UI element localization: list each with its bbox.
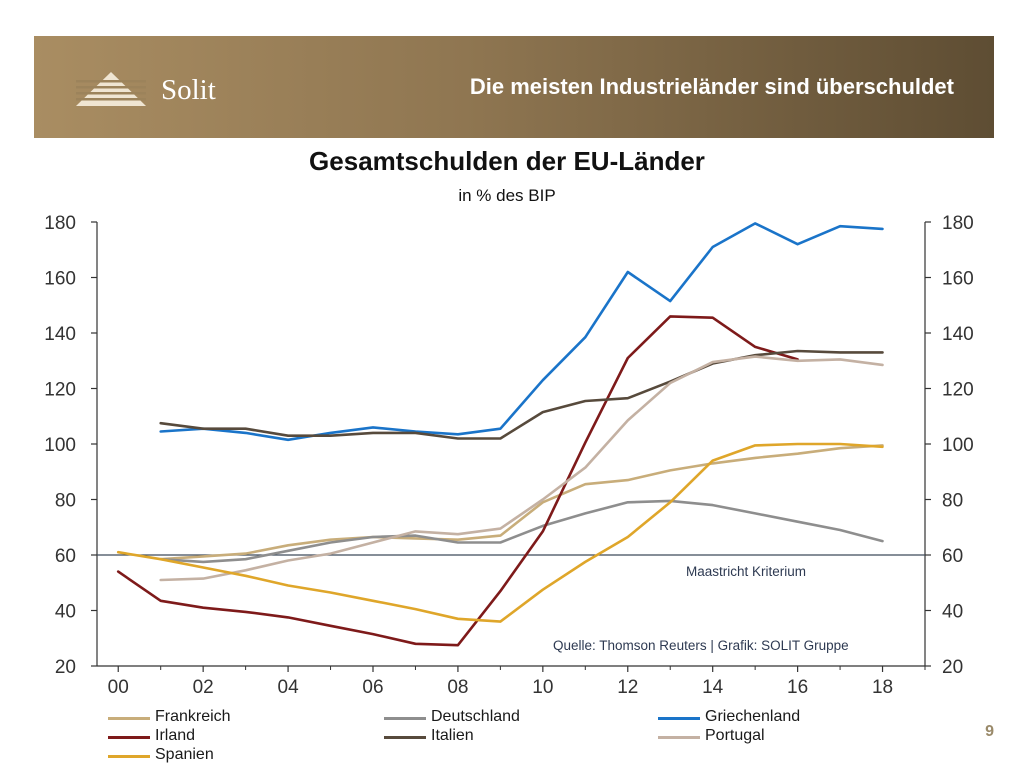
header-title: Die meisten Industrieländer sind übersch… [469,74,954,99]
x-tick-label: 16 [787,677,808,698]
y-tick-label-right: 180 [942,213,974,234]
series-line-italien [159,349,884,440]
y-tick-label-left: 80 [55,491,76,512]
x-tick-label: 06 [362,677,383,698]
y-tick-label-right: 40 [942,602,963,623]
y-tick-label-left: 60 [55,546,76,567]
x-tick-label: 12 [617,677,638,698]
y-tick-label-left: 180 [44,213,76,234]
y-tick-label-left: 100 [44,435,76,456]
series-line-frankreich [159,444,884,561]
x-tick-label: 04 [278,677,300,698]
x-tick-label: 00 [108,677,129,698]
series-line-portugal [159,355,884,582]
y-tick-label-right: 80 [942,491,963,512]
y-tick-label-left: 40 [55,602,76,623]
y-tick-label-left: 160 [44,269,76,290]
y-tick-label-left: 140 [44,324,76,345]
source-note: Quelle: Thomson Reuters | Grafik: SOLIT … [553,638,849,653]
series-line-griechenland [159,222,884,442]
y-tick-label-right: 20 [942,657,963,678]
y-tick-label-right: 100 [942,435,974,456]
series-line-spanien [116,442,884,623]
series-line-deutschland [159,499,884,564]
chart-subtitle: in % des BIP [458,186,556,205]
y-tick-label-right: 60 [942,546,963,567]
chart-title: Gesamtschulden der EU-Länder [309,146,705,176]
y-tick-label-right: 140 [942,324,974,345]
header-banner: Solit Die meisten Industrieländer sind ü… [34,36,994,138]
x-tick-label: 18 [872,677,893,698]
pyramid-logo-icon [76,72,146,106]
y-tick-label-left: 120 [44,380,76,401]
x-tick-label: 14 [702,677,724,698]
x-tick-label: 02 [193,677,214,698]
series-line-irland [116,315,799,647]
y-tick-label-right: 160 [942,269,974,290]
y-tick-label-right: 120 [942,380,974,401]
y-tick-label-left: 20 [55,657,76,678]
logo-text: Solit [161,74,216,106]
maastricht-label: Maastricht Kriterium [686,564,806,579]
page-number: 9 [985,723,994,740]
x-tick-label: 08 [447,677,468,698]
x-tick-label: 10 [532,677,553,698]
